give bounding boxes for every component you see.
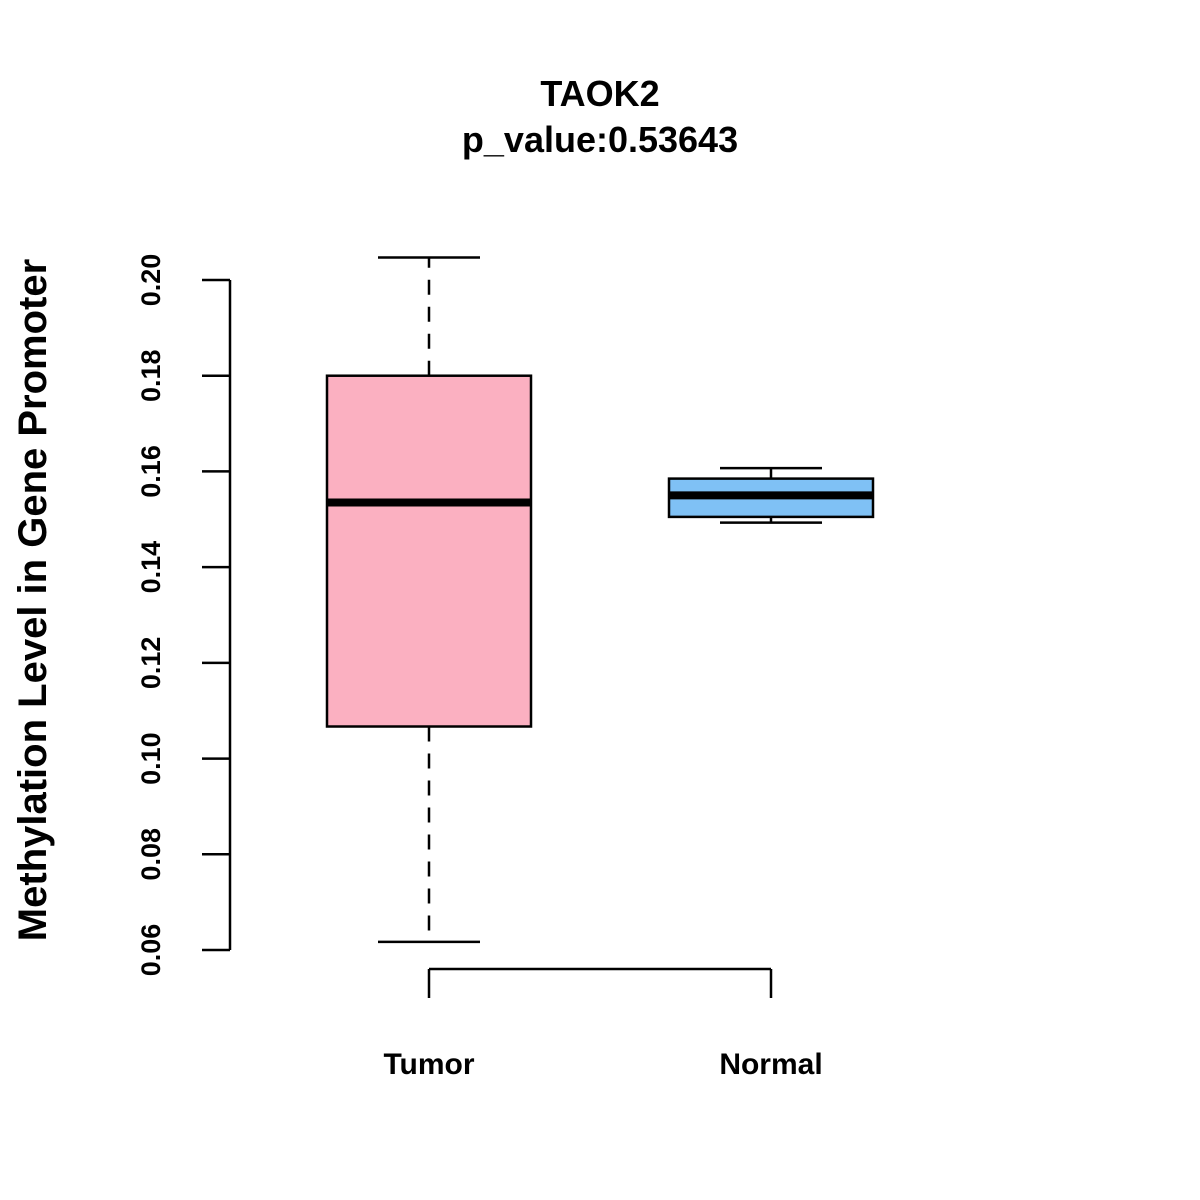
y-axis: 0.06 0.08 0.10 0.12 0.14 0.16 0.18 0.20 bbox=[136, 254, 232, 977]
boxes-group bbox=[325, 256, 875, 944]
y-tick-label: 0.08 bbox=[136, 828, 166, 881]
y-tick-label: 0.06 bbox=[136, 924, 166, 977]
x-tick-label: Normal bbox=[719, 1048, 822, 1081]
chart-title: TAOK2 bbox=[540, 73, 659, 114]
y-tick-label: 0.16 bbox=[136, 445, 166, 498]
box-tumor bbox=[325, 256, 533, 944]
x-axis: Tumor Normal bbox=[383, 967, 823, 1081]
chart-subtitle: p_value:0.53643 bbox=[462, 119, 738, 160]
box-iqr bbox=[325, 374, 533, 728]
y-tick-label: 0.14 bbox=[136, 541, 166, 594]
y-tick-label: 0.18 bbox=[136, 349, 166, 402]
box-normal bbox=[667, 466, 875, 524]
y-tick-label: 0.12 bbox=[136, 637, 166, 690]
y-axis-label: Methylation Level in Gene Promoter bbox=[11, 259, 55, 941]
y-tick-label: 0.20 bbox=[136, 254, 166, 307]
x-tick-label: Tumor bbox=[383, 1048, 474, 1081]
y-tick-label: 0.10 bbox=[136, 732, 166, 785]
